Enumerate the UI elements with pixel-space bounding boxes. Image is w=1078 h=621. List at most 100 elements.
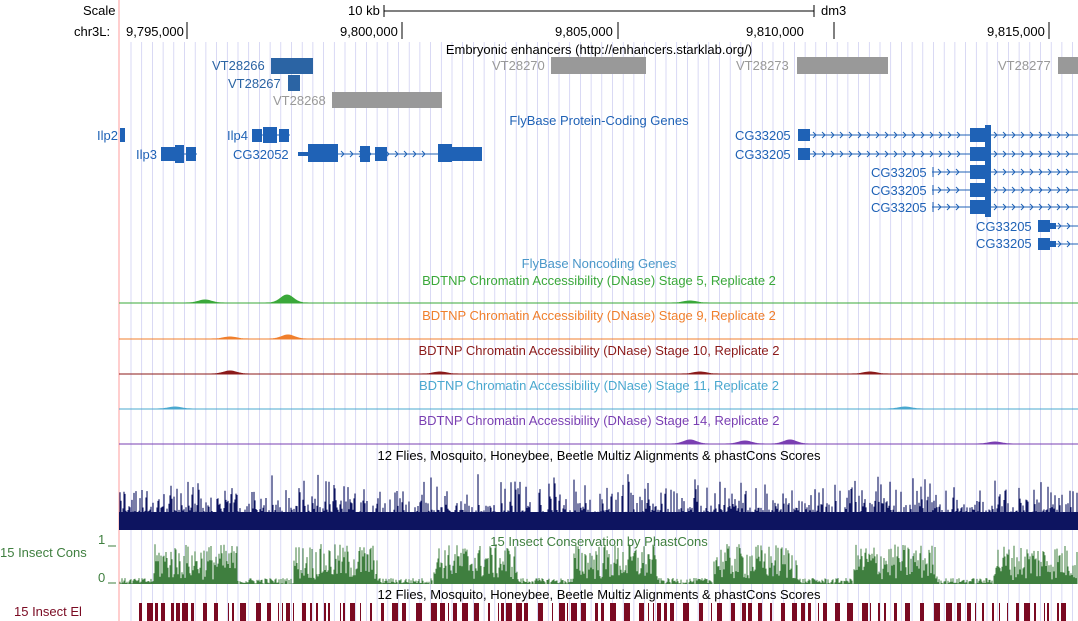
dnase-track-title[interactable]: BDTNP Chromatin Accessibility (DNase) St… (422, 308, 776, 323)
conserved-element (1057, 603, 1059, 621)
conserved-element (538, 603, 543, 621)
strand-arrow (1056, 203, 1061, 211)
conserved-element (884, 603, 886, 621)
gene-track-title[interactable]: FlyBase Protein-Coding Genes (509, 113, 689, 128)
strand-arrow (875, 131, 880, 139)
strand-arrow (1056, 131, 1061, 139)
enhancer-label[interactable]: VT28277 (998, 58, 1051, 73)
conserved-element (610, 603, 616, 621)
enhancer-block (797, 57, 888, 74)
dnase-track-title[interactable]: BDTNP Chromatin Accessibility (DNase) St… (418, 413, 780, 428)
strand-arrow (946, 168, 951, 176)
conserved-element (392, 603, 398, 621)
noncoding-track-title[interactable]: FlyBase Noncoding Genes (521, 256, 677, 271)
phastcons-side-label[interactable]: 15 Insect Cons (0, 545, 87, 560)
conserved-element (240, 603, 246, 621)
conserved-element (282, 603, 283, 621)
enhancer-label[interactable]: VT28273 (736, 58, 789, 73)
strand-arrow (839, 131, 844, 139)
dnase-track-title[interactable]: BDTNP Chromatin Accessibility (DNase) St… (418, 378, 780, 393)
dnase-signal (119, 406, 1078, 410)
gene-label[interactable]: CG33205 (735, 147, 791, 162)
enhancer-label[interactable]: VT28267 (228, 76, 281, 91)
strand-arrow (848, 131, 853, 139)
ruler-tick-label: 9,815,000 (987, 24, 1045, 39)
enhancer-track-title[interactable]: Embryonic enhancers (http://enhancers.st… (445, 42, 753, 57)
gene-label[interactable]: CG33205 (871, 183, 927, 198)
conserved-element (1034, 603, 1036, 621)
strand-arrow (1011, 168, 1016, 176)
gene-label[interactable]: CG33205 (871, 200, 927, 215)
dnase-track-title[interactable]: BDTNP Chromatin Accessibility (DNase) St… (422, 273, 776, 288)
gene-label[interactable]: CG33205 (976, 236, 1032, 251)
conserved-element (286, 603, 290, 621)
gene-label[interactable]: Ilp2 (97, 128, 118, 143)
dnase-track-title[interactable]: BDTNP Chromatin Accessibility (DNase) St… (418, 343, 780, 358)
conserved-element (474, 603, 479, 621)
conserved-element (699, 603, 703, 621)
strand-arrow (1038, 203, 1043, 211)
conserved-element (155, 603, 158, 621)
strand-arrow (993, 150, 998, 158)
gene-label[interactable]: Ilp3 (136, 147, 157, 162)
conserved-element (310, 603, 312, 621)
elements-side-label[interactable]: 15 Insect El (14, 604, 82, 619)
multiz-track-title[interactable]: 12 Flies, Mosquito, Honeybee, Beetle Mul… (377, 448, 821, 463)
gene-exon (985, 197, 991, 217)
enhancer-block (288, 75, 300, 91)
conserved-element (1044, 603, 1045, 621)
ruler-tick-label: 9,810,000 (746, 24, 804, 39)
conserved-element (624, 603, 630, 621)
conserved-element (731, 603, 735, 621)
strand-arrow (902, 131, 907, 139)
conserved-element (920, 603, 924, 621)
conserved-element (717, 603, 722, 621)
conserved-element (381, 603, 384, 621)
strand-arrow (1047, 203, 1052, 211)
strand-arrow (1020, 168, 1025, 176)
strand-arrow (1065, 168, 1070, 176)
conserved-element (360, 603, 361, 621)
phastcons-ymin-label: 0 (98, 570, 106, 585)
gene-exon (263, 127, 277, 143)
conserved-element (267, 603, 271, 621)
gene-exon (308, 144, 338, 162)
scale-label: Scale (83, 3, 116, 18)
conserved-element (862, 603, 868, 621)
strand-arrow (830, 131, 835, 139)
conserved-element (516, 603, 522, 621)
conserved-element (498, 603, 499, 621)
strand-arrow (1057, 240, 1062, 248)
gene-label[interactable]: CG33205 (976, 219, 1032, 234)
enhancer-label[interactable]: VT28266 (212, 58, 265, 73)
phastcons-track-title[interactable]: 15 Insect Conservation by PhastCons (490, 534, 708, 549)
enhancer-label[interactable]: VT28268 (273, 93, 326, 108)
elements-track-title[interactable]: 12 Flies, Mosquito, Honeybee, Beetle Mul… (377, 587, 821, 602)
conserved-element (567, 603, 568, 621)
gene-label[interactable]: CG32052 (233, 147, 289, 162)
gene-label[interactable]: Ilp4 (227, 128, 248, 143)
conserved-element (683, 603, 689, 621)
conserved-element (581, 603, 586, 621)
strand-arrow (929, 150, 934, 158)
gene-label[interactable]: CG33205 (735, 128, 791, 143)
strand-arrow (1029, 131, 1034, 139)
strand-arrow (421, 150, 426, 158)
enhancer-label[interactable]: VT28270 (492, 58, 545, 73)
strand-arrow (893, 150, 898, 158)
conserved-element (1016, 603, 1019, 621)
conserved-element (328, 603, 330, 621)
strand-arrow (938, 131, 943, 139)
conserved-element (595, 603, 598, 621)
gene-exon (186, 147, 196, 161)
strand-arrow (812, 150, 817, 158)
gene-label[interactable]: CG33205 (871, 165, 927, 180)
strand-arrow (1002, 186, 1007, 194)
gene-exon (298, 152, 308, 156)
strand-arrow (1029, 186, 1034, 194)
conserved-element (657, 603, 661, 621)
gene-exon (985, 162, 991, 182)
conserved-element (506, 603, 512, 621)
